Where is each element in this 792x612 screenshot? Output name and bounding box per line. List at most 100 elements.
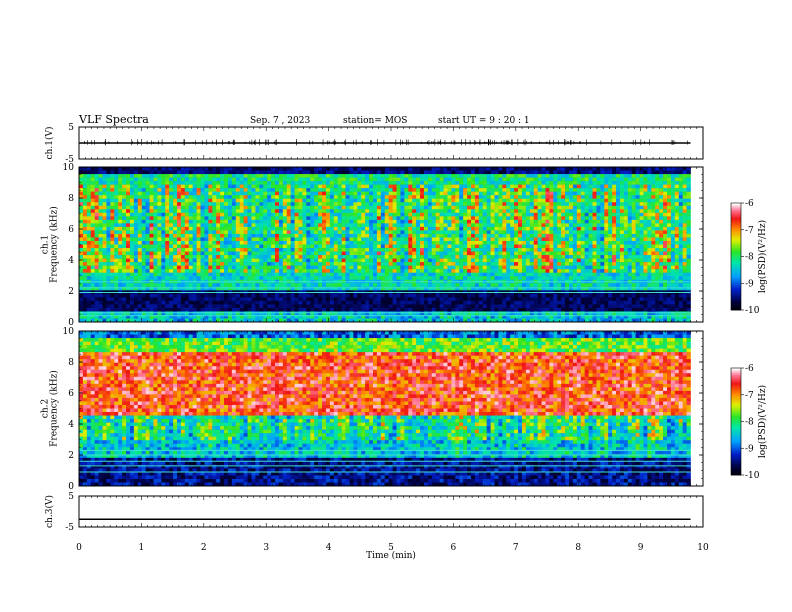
spectrogram-cell [94,318,99,323]
spectrogram-cell [423,212,429,217]
spectrogram-cell [255,286,260,291]
spectrogram-cell [420,212,425,217]
spectrogram-cell [365,191,370,196]
spectrogram-cell [447,202,452,207]
spectrogram-cell [255,167,260,171]
spectrogram-cell [380,304,386,309]
spectrogram-cell [94,244,99,249]
spectrogram-cell [408,248,413,252]
spectrogram-cell [337,318,342,323]
spectrogram-cell [227,283,233,288]
spectrogram-cell [357,226,362,231]
spectrogram-cell [459,318,464,323]
spectrogram-cell [369,314,374,319]
spectrogram-cell [345,233,350,238]
spectrogram-cell [173,191,178,196]
spectrogram-cell [98,300,103,305]
spectrogram-cell [157,286,162,291]
spectrogram-cell [463,209,468,214]
spectrogram-cell [467,255,472,259]
spectrogram-cell [90,240,95,245]
spectrogram-cell [451,230,456,235]
spectrogram-cell [384,191,389,196]
spectrogram-cell [467,262,472,266]
spectrogram-cell [157,174,162,178]
spectrogram-cell [478,191,484,196]
spectrogram-cell [231,286,237,291]
spectrogram-cell [337,202,342,207]
spectrogram-cell [278,170,284,175]
spectrogram-cell [463,181,468,185]
spectrogram-cell [294,286,299,291]
spectrogram-cell [263,237,268,242]
spectrogram-cell [314,240,319,245]
spectrogram-cell [416,251,421,256]
spectrogram-cell [486,314,491,319]
spectrogram-cell [275,272,280,277]
spectrogram-cell [184,258,190,263]
spectrogram-cell [455,198,460,203]
spectrogram-cell [333,219,339,224]
spectrogram-cell [400,198,405,203]
spectrogram-cell [86,216,92,221]
spectrogram-cell [200,255,205,259]
spectrogram-cell [420,237,425,242]
spectrogram-cell [227,184,233,189]
spectrogram-cell [416,219,421,224]
spectrogram-cell [129,174,135,178]
spectrogram-cell [439,286,444,291]
spectrogram-cell [114,233,119,238]
spectrogram-cell [439,209,444,214]
spectrogram-cell [486,184,491,189]
spectrogram-cell [400,181,405,185]
spectrogram-cell [247,307,252,312]
spectrogram-cell [314,307,319,312]
spectrogram-cell [325,219,331,224]
spectrogram-cell [459,276,464,281]
spectrogram-cell [216,269,221,273]
spectrogram-cell [153,283,158,288]
spectrogram-cell [341,191,346,196]
spectrogram-cell [302,216,307,221]
spectrogram-cell [365,188,370,192]
spectrogram-cell [79,181,84,185]
spectrogram-cell [239,205,244,210]
spectrogram-cell [369,237,374,242]
spectrogram-cell [427,251,433,256]
spectrogram-cell [388,262,393,266]
spectrogram-cell [431,248,437,252]
spectrogram-cell [286,286,291,291]
spectrogram-cell [396,297,401,302]
spectrogram-cell [200,286,205,291]
spectrogram-cell [471,198,476,203]
spectrogram-cell [455,311,460,316]
spectrogram-cell [126,311,131,316]
spectrogram-cell [133,195,139,199]
spectrogram-cell [141,216,146,221]
spectrogram-cell [157,209,162,214]
spectrogram-cell [467,216,472,221]
spectrogram-cell [388,177,393,182]
spectrogram-cell [118,304,123,309]
spectrogram-cell [435,286,440,291]
spectrogram-cell [173,283,178,288]
spectrogram-cell [298,233,303,238]
spectrogram-cell [282,219,288,224]
spectrogram-cell [474,219,480,224]
spectrogram-cell [365,318,370,323]
spectrogram-cell [353,174,358,178]
spectrogram-cell [141,198,146,203]
spectrogram-cell [310,233,315,238]
spectrogram-cell [122,276,127,281]
spectrogram-cell [455,258,460,263]
spectrogram-cell [184,237,190,242]
spectrogram-cell [318,318,323,323]
spectrogram-cell [322,283,327,288]
spectrogram-cell [353,191,358,196]
spectrogram-cell [102,181,107,185]
spectrogram-cell [86,258,92,263]
spectrogram-cell [294,293,299,298]
spectrogram-cell [420,297,425,302]
spectrogram-cell [298,212,303,217]
spectrogram-cell [247,258,252,263]
